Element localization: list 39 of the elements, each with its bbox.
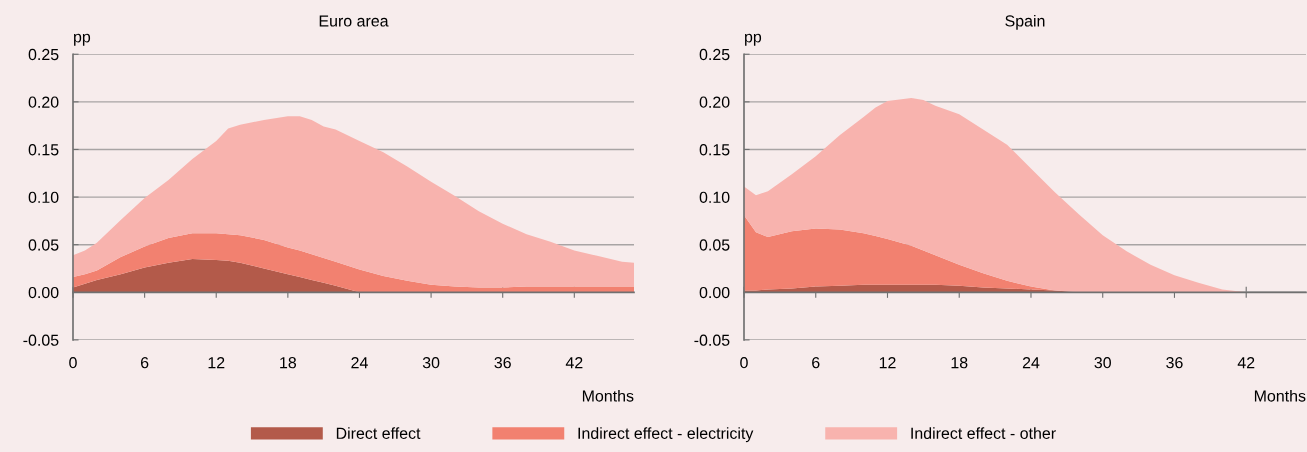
x-tick-label: 12 [879, 356, 896, 369]
y-axis-title: pp [74, 33, 91, 46]
legend-label: Indirect effect - other [911, 427, 1056, 439]
x-tick-label: 18 [280, 356, 297, 369]
y-tick-label: 0.10 [28, 191, 59, 204]
x-axis-title: Months [1254, 389, 1306, 402]
x-tick-label: 24 [1022, 356, 1040, 369]
y-tick-label: 0.00 [699, 286, 730, 299]
y-tick-label: 0.20 [699, 96, 730, 108]
x-tick-label: 18 [951, 356, 968, 369]
y-tick-label: 0.05 [28, 239, 59, 251]
y-tick-label: 0.25 [699, 48, 730, 61]
y-tick-label: 0.00 [28, 286, 59, 299]
x-tick-label: 6 [140, 356, 149, 369]
x-tick-label: 42 [565, 356, 583, 369]
x-tick-label: 30 [1094, 356, 1111, 369]
x-tick-label: 0 [69, 356, 77, 369]
y-tick-label: 0.25 [28, 48, 59, 61]
x-tick-label: 42 [1237, 356, 1255, 369]
x-tick-label: 0 [740, 356, 748, 369]
legend-label: Direct effect [336, 427, 421, 439]
y-axis-title: pp [745, 33, 762, 46]
y-tick-label: 0.20 [28, 96, 59, 108]
y-tick-label: 0.10 [699, 191, 730, 204]
y-tick-label: 0.05 [699, 239, 730, 251]
x-tick-label: 12 [208, 356, 225, 369]
x-tick-label: 36 [1166, 356, 1183, 369]
x-tick-label: 6 [812, 356, 820, 369]
y-tick-label: 0.15 [28, 144, 59, 156]
x-tick-label: 30 [422, 356, 440, 369]
x-axis-title: Months [582, 389, 634, 402]
chart-title: Spain [1005, 14, 1045, 30]
y-tick-label: -0.05 [694, 334, 730, 346]
chart-title: Euro area [319, 15, 389, 27]
y-tick-label: 0.15 [699, 144, 730, 156]
x-tick-label: 24 [351, 356, 368, 369]
legend-label: Indirect effect - electricity [578, 427, 754, 443]
x-tick-label: 36 [494, 356, 511, 369]
y-tick-label: -0.05 [23, 334, 59, 346]
